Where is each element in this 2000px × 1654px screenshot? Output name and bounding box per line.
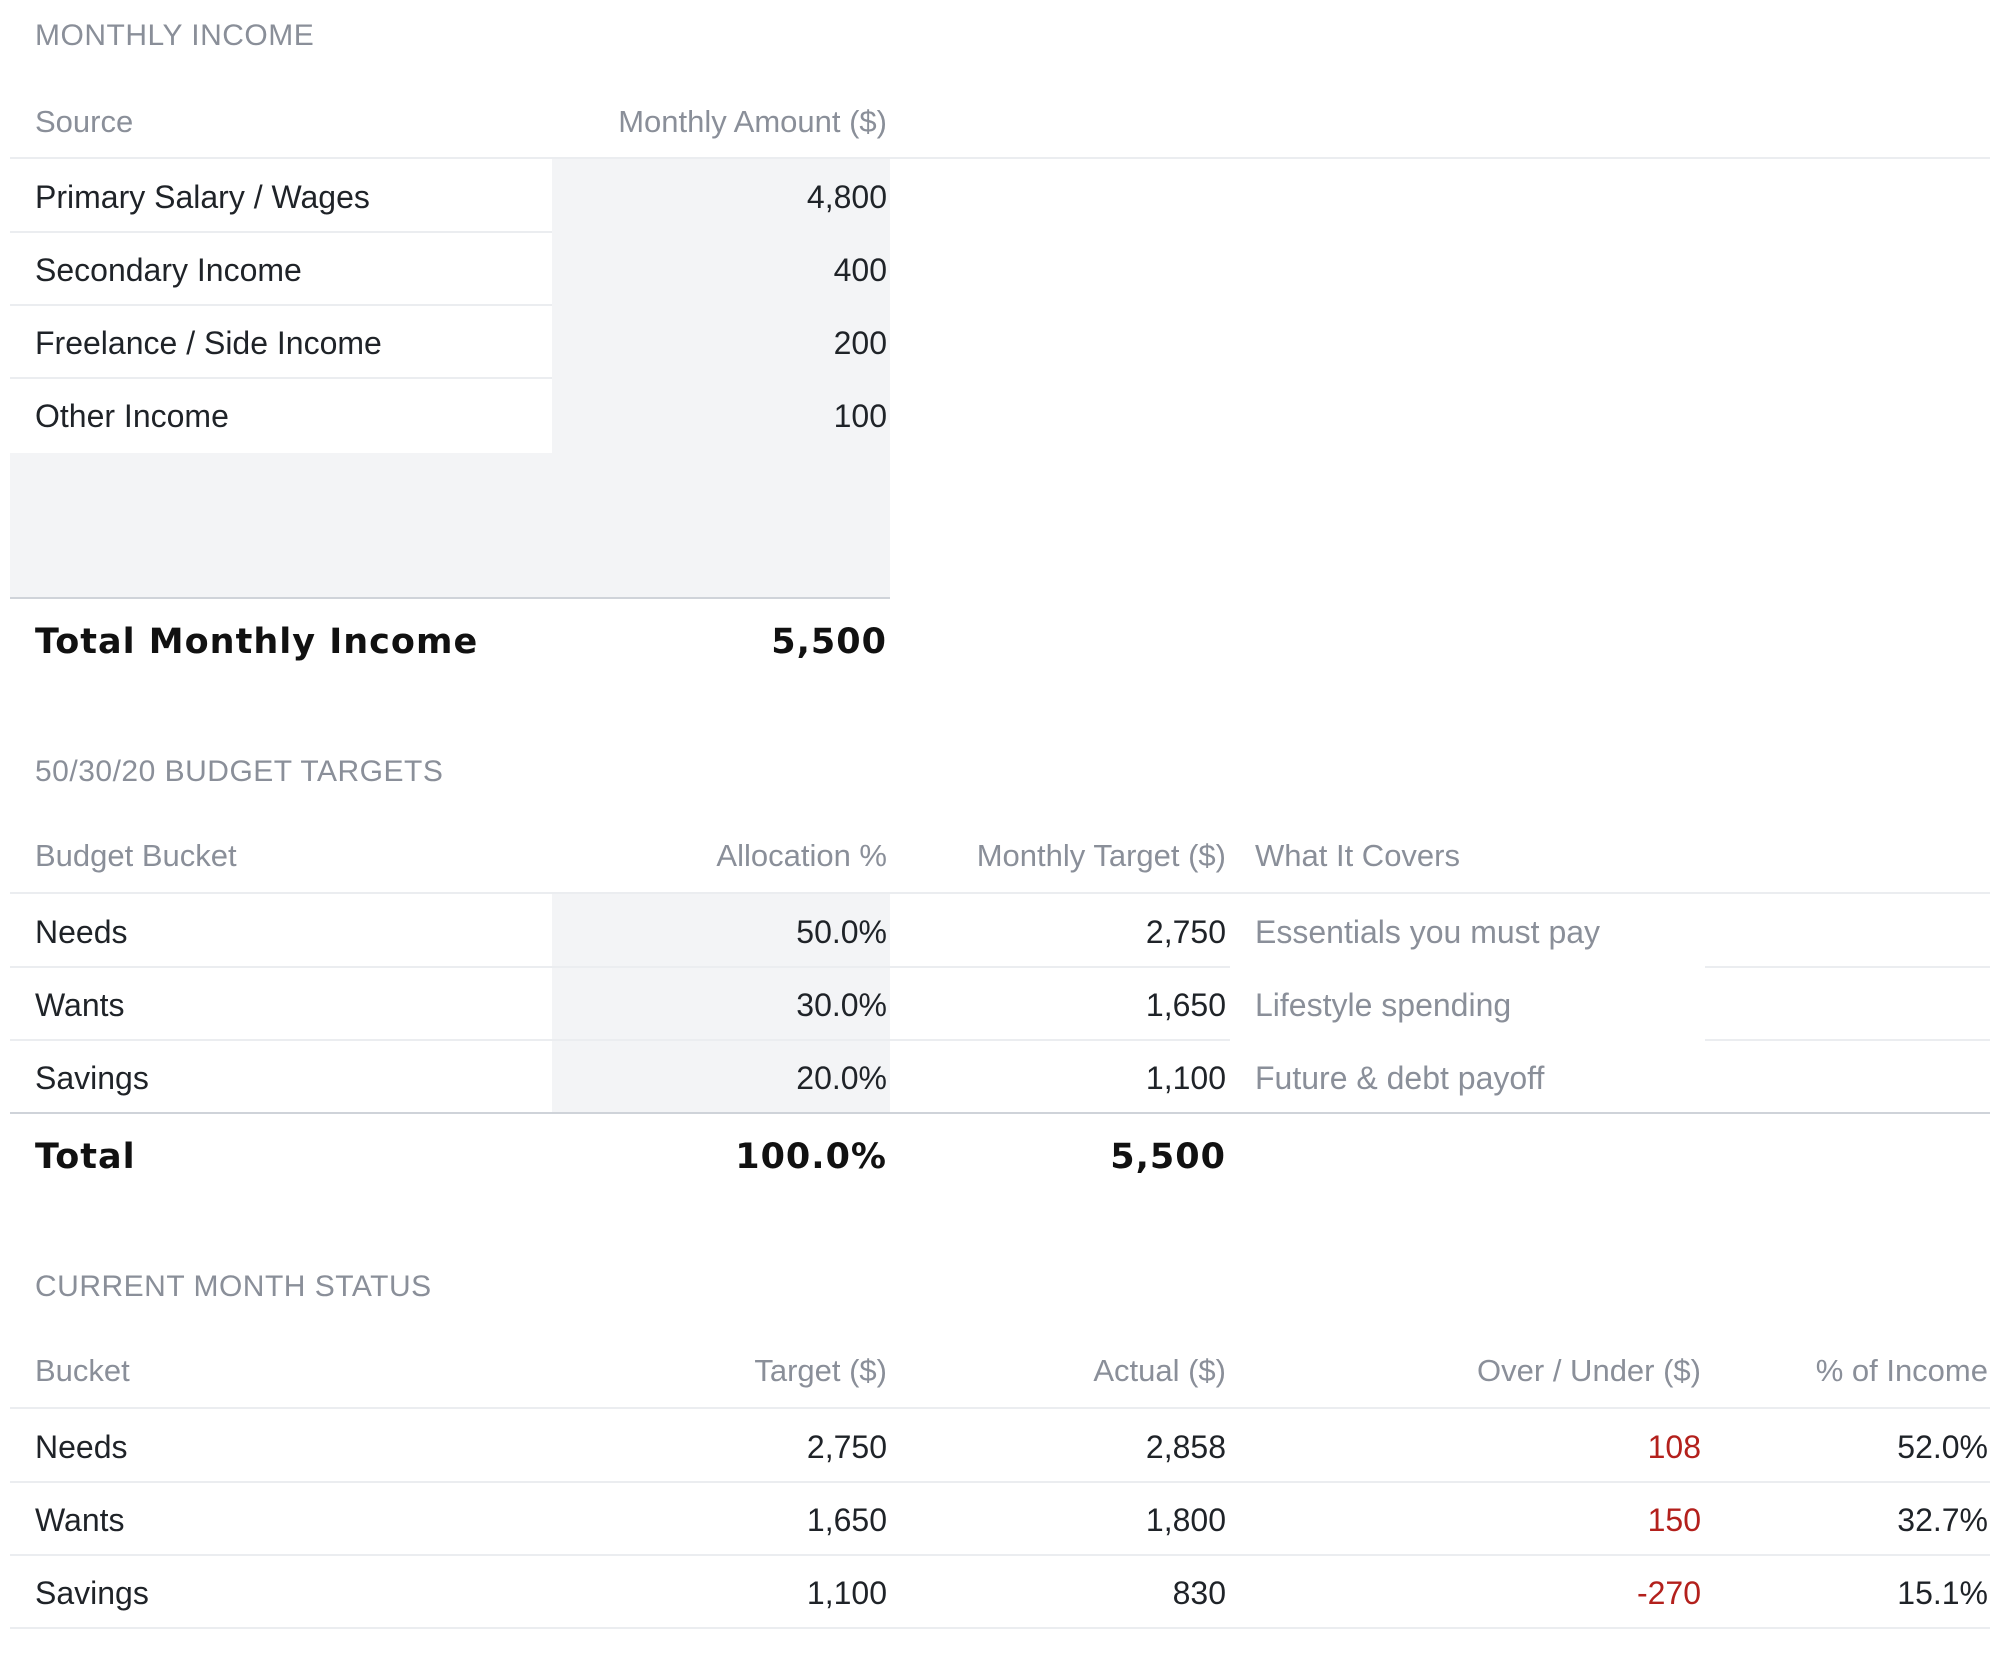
income-amount-cell[interactable]: 200 <box>833 325 887 361</box>
status-actual-cell: 1,800 <box>1145 1502 1226 1538</box>
targets-allocation-cell[interactable]: 20.0% <box>796 1060 887 1096</box>
status-target-cell: 2,750 <box>806 1429 887 1465</box>
targets-covers-cell: Lifestyle spending <box>1255 987 1512 1023</box>
targets-allocation-input-area <box>552 894 890 1112</box>
status-target-cell: 1,650 <box>806 1502 887 1538</box>
row-divider <box>10 1627 1990 1629</box>
targets-bucket-cell: Savings <box>35 1060 149 1096</box>
income-header-amount: Monthly Amount ($) <box>618 104 887 139</box>
targets-total-target: 5,500 <box>1110 1137 1226 1177</box>
status-pct-income-cell: 52.0% <box>1897 1429 1988 1465</box>
status-header-actual: Actual ($) <box>1093 1353 1226 1388</box>
status-pct-income-cell: 15.1% <box>1897 1575 1988 1611</box>
status-header-pct-income: % of Income <box>1815 1353 1988 1388</box>
income-amount-cell[interactable]: 100 <box>833 398 887 434</box>
income-source-cell[interactable]: Other Income <box>35 398 229 434</box>
income-total-amount: 5,500 <box>771 622 887 662</box>
targets-covers-cell: Essentials you must pay <box>1255 914 1601 950</box>
status-bucket-cell: Needs <box>35 1429 128 1465</box>
status-over-under-cell: 108 <box>1647 1429 1701 1465</box>
targets-header-allocation: Allocation % <box>716 838 887 873</box>
targets-total-label: Total <box>35 1137 136 1177</box>
row-divider <box>10 1481 1990 1483</box>
income-header-divider <box>10 157 1990 159</box>
status-pct-income-cell: 32.7% <box>1897 1502 1988 1538</box>
row-divider <box>10 231 552 233</box>
income-amount-input-area <box>552 159 890 597</box>
targets-bucket-cell: Needs <box>35 914 128 950</box>
targets-target-cell: 1,650 <box>1145 987 1226 1023</box>
status-over-under-cell: -270 <box>1636 1575 1701 1611</box>
status-actual-cell: 2,858 <box>1145 1429 1226 1465</box>
income-section-title: MONTHLY INCOME <box>35 19 315 52</box>
income-source-cell[interactable]: Primary Salary / Wages <box>35 179 370 215</box>
targets-header-divider <box>10 892 1990 894</box>
row-divider <box>10 304 552 306</box>
status-bucket-cell: Wants <box>35 1502 125 1538</box>
income-amount-cell[interactable]: 4,800 <box>806 179 887 215</box>
row-divider <box>10 1039 1230 1041</box>
targets-allocation-cell[interactable]: 50.0% <box>796 914 887 950</box>
status-header-target: Target ($) <box>754 1353 887 1388</box>
income-source-cell[interactable]: Freelance / Side Income <box>35 325 382 361</box>
row-divider <box>10 1554 1990 1556</box>
targets-total-divider <box>10 1112 1990 1114</box>
status-over-under-cell: 150 <box>1647 1502 1701 1538</box>
status-header-over-under: Over / Under ($) <box>1477 1353 1701 1388</box>
targets-header-target: Monthly Target ($) <box>976 838 1226 873</box>
income-amount-cell[interactable]: 400 <box>833 252 887 288</box>
targets-total-allocation: 100.0% <box>735 1137 887 1177</box>
income-total-label: Total Monthly Income <box>35 622 479 662</box>
targets-covers-cell: Future & debt payoff <box>1255 1060 1545 1096</box>
targets-allocation-cell[interactable]: 30.0% <box>796 987 887 1023</box>
targets-header-covers: What It Covers <box>1255 838 1460 873</box>
targets-target-cell: 1,100 <box>1145 1060 1226 1096</box>
income-source-cell[interactable]: Secondary Income <box>35 252 302 288</box>
targets-section-title: 50/30/20 BUDGET TARGETS <box>35 755 444 788</box>
row-divider <box>10 966 1230 968</box>
row-divider <box>1705 966 1990 968</box>
status-target-cell: 1,100 <box>806 1575 887 1611</box>
targets-bucket-cell: Wants <box>35 987 125 1023</box>
status-bucket-cell: Savings <box>35 1575 149 1611</box>
income-blank-area <box>10 453 552 597</box>
status-header-divider <box>10 1407 1990 1409</box>
targets-target-cell: 2,750 <box>1145 914 1226 950</box>
row-divider <box>1705 1039 1990 1041</box>
row-divider <box>10 377 552 379</box>
income-total-divider <box>10 597 890 599</box>
status-section-title: CURRENT MONTH STATUS <box>35 1270 432 1303</box>
income-header-source: Source <box>35 104 134 139</box>
status-header-bucket: Bucket <box>35 1353 130 1388</box>
status-actual-cell: 830 <box>1172 1575 1226 1611</box>
targets-header-bucket: Budget Bucket <box>35 838 237 873</box>
